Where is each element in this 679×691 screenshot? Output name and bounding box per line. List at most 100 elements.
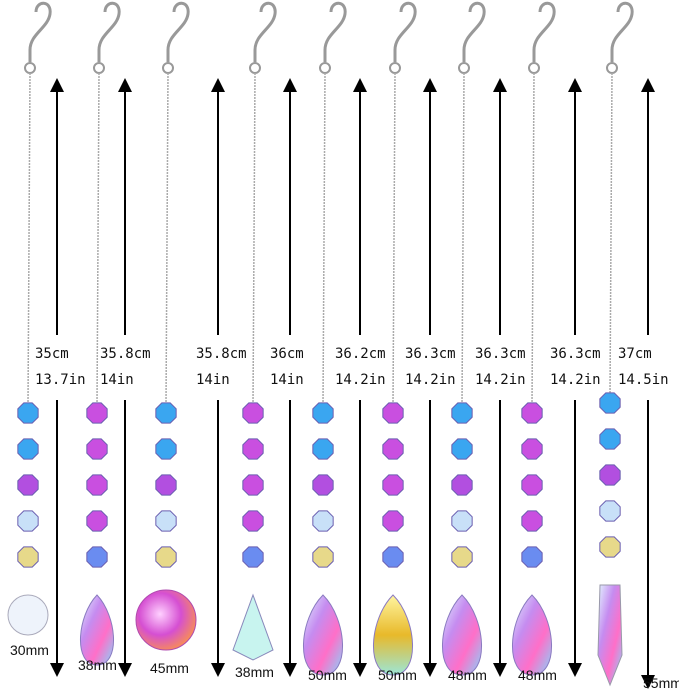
chain	[252, 72, 256, 406]
length-in: 14.2in	[550, 372, 601, 388]
chain	[531, 72, 535, 406]
bead	[242, 546, 264, 568]
bead	[599, 464, 621, 486]
bead	[17, 510, 39, 532]
hook	[532, 1, 556, 62]
bead	[382, 546, 404, 568]
bead	[599, 536, 621, 558]
ring	[249, 62, 261, 74]
length-cm: 36.3cm	[405, 346, 456, 362]
crystal-size: 55mm	[643, 675, 679, 691]
length-cm: 36.2cm	[335, 346, 386, 362]
pendant	[232, 593, 274, 661]
bead	[86, 546, 108, 568]
bead	[382, 402, 404, 424]
bead	[521, 510, 543, 532]
crystal-size: 38mm	[235, 664, 274, 680]
bead	[382, 474, 404, 496]
hook	[253, 1, 277, 62]
length-in: 14.2in	[405, 372, 456, 388]
pendant	[597, 584, 623, 687]
chain	[27, 72, 31, 406]
bead	[451, 510, 473, 532]
length-in: 14.5in	[618, 372, 669, 388]
bead	[599, 500, 621, 522]
bead	[312, 546, 334, 568]
pendant	[442, 594, 482, 676]
bead	[451, 474, 473, 496]
crystal-item: 36.2cm 14.2in 50mm	[303, 1, 386, 683]
bead	[521, 402, 543, 424]
pendant	[7, 594, 49, 636]
bead	[382, 438, 404, 460]
bead	[86, 402, 108, 424]
bead	[451, 402, 473, 424]
crystal-size: 38mm	[78, 657, 117, 673]
hook	[393, 1, 417, 62]
chain	[322, 72, 326, 406]
crystal-item: 36cm 14in 38mm	[232, 1, 304, 680]
bead	[382, 510, 404, 532]
bead	[155, 546, 177, 568]
bead	[521, 474, 543, 496]
crystal-size: 50mm	[378, 667, 417, 683]
bead	[17, 402, 39, 424]
hook	[610, 1, 634, 62]
crystal-item: 35.8cm 14in 45mm	[135, 1, 247, 677]
length-in: 14in	[100, 372, 134, 388]
bead	[86, 510, 108, 532]
crystal-item: 37cm 14.5in 55mm	[597, 1, 679, 691]
bead	[155, 402, 177, 424]
crystal-size: 48mm	[518, 667, 557, 683]
bead	[312, 402, 334, 424]
bead	[599, 428, 621, 450]
length-in: 14.2in	[475, 372, 526, 388]
length-cm: 35cm	[35, 346, 69, 362]
length-in: 14in	[270, 372, 304, 388]
bead	[86, 438, 108, 460]
bead	[155, 510, 177, 532]
bead	[521, 546, 543, 568]
length-in: 14in	[196, 372, 230, 388]
hook	[323, 1, 347, 62]
length-in: 14.2in	[335, 372, 386, 388]
crystal-size: 30mm	[10, 642, 49, 658]
ring	[24, 62, 36, 74]
bead	[17, 546, 39, 568]
bead	[17, 438, 39, 460]
pendant	[512, 594, 552, 676]
crystal-item: 35.8cm 14in 38mm	[78, 1, 151, 677]
ring	[162, 62, 174, 74]
bead	[312, 438, 334, 460]
hook	[462, 1, 486, 62]
chain	[609, 72, 613, 396]
length-cm: 36cm	[270, 346, 304, 362]
ring	[458, 62, 470, 74]
bead	[451, 438, 473, 460]
ring	[93, 62, 105, 74]
length-cm: 35.8cm	[100, 346, 151, 362]
bead	[242, 510, 264, 532]
bead	[521, 438, 543, 460]
hook	[97, 1, 121, 62]
ring	[528, 62, 540, 74]
bead	[451, 546, 473, 568]
hook	[28, 1, 52, 62]
crystal-size: 50mm	[308, 667, 347, 683]
chain	[96, 72, 100, 406]
crystal-item: 36.3cm 14.2in 48mm	[512, 1, 601, 683]
length-cm: 36.3cm	[475, 346, 526, 362]
crystal-size: 45mm	[150, 660, 189, 676]
pendant	[135, 589, 197, 651]
length-cm: 36.3cm	[550, 346, 601, 362]
chain	[165, 72, 169, 406]
bead	[599, 392, 621, 414]
bead	[312, 474, 334, 496]
bead	[242, 474, 264, 496]
bead	[155, 474, 177, 496]
length-cm: 35.8cm	[196, 346, 247, 362]
ring	[319, 62, 331, 74]
length-cm: 37cm	[618, 346, 652, 362]
chain	[392, 72, 396, 406]
